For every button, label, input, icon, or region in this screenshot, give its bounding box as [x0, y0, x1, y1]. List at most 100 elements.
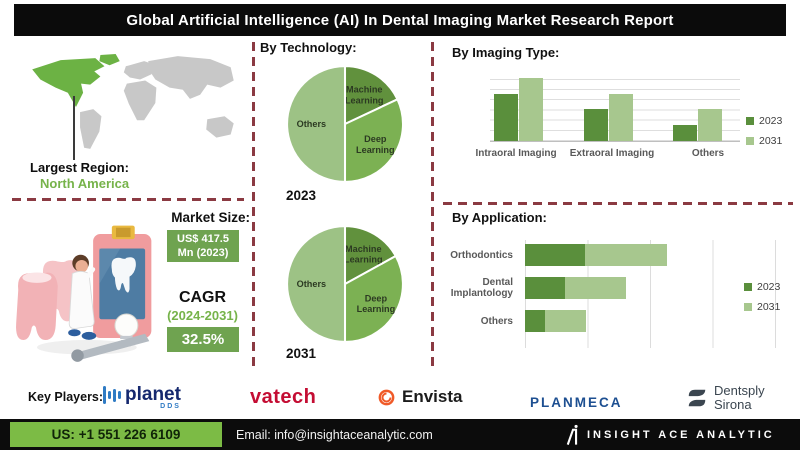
- legend-item-2031: 2031: [744, 301, 780, 313]
- pie-year-2031: 2031: [286, 346, 317, 361]
- imaging-category: Intraoral Imaging: [475, 148, 557, 159]
- market-size-line1: US$ 417.5: [177, 233, 229, 245]
- continent-africa: [123, 80, 157, 121]
- imaging-bar-2031: [519, 77, 543, 141]
- continent-europe: [123, 61, 154, 80]
- dentsply-line2: Sirona: [714, 397, 752, 412]
- legend-label: 2031: [757, 301, 781, 313]
- legend-label: 2023: [757, 281, 781, 293]
- application-bar-row: [525, 277, 667, 299]
- continent-australia: [206, 116, 234, 138]
- cagr-period: (2024-2031): [167, 308, 238, 323]
- imaging-bar-2031: [608, 93, 633, 141]
- imaging-bar-group: [673, 70, 722, 141]
- imaging-category: Others: [691, 148, 725, 159]
- imaging-category-labels: Intraoral Imaging Extraoral Imaging Othe…: [468, 148, 756, 159]
- application-category-labels: Orthodontics Dental Implantology Others: [425, 244, 513, 343]
- legend-swatch-2023: [744, 283, 752, 291]
- brand-name: INSIGHT ACE ANALYTIC: [587, 428, 775, 441]
- insight-ace-icon: [566, 424, 578, 445]
- largest-region-label: Largest Region:: [30, 160, 129, 175]
- market-size-line2: Mn (2023): [177, 247, 229, 259]
- planet-dds-sub: DDS: [160, 403, 181, 410]
- world-map: [32, 54, 234, 149]
- market-size-value: US$ 417.5 Mn (2023): [167, 230, 239, 262]
- technology-section-title: By Technology:: [260, 40, 357, 55]
- imaging-legend: 2023 2031: [746, 115, 782, 147]
- application-segment-2031: [565, 277, 626, 299]
- pie-slice-label: Machine Learning: [345, 85, 384, 106]
- application-segment-2031: [585, 244, 667, 266]
- dentist-illustration: [16, 225, 152, 362]
- pie-slice-machine-learning: [343, 65, 399, 126]
- legend-item-2031: 2031: [746, 135, 782, 147]
- legend-label: 2031: [759, 135, 783, 147]
- divider-vertical-right: [431, 42, 434, 368]
- pie-year-2023: 2023: [286, 188, 317, 203]
- dental-handpiece: [71, 333, 150, 362]
- report-title: Global Artificial Intelligence (AI) In D…: [14, 4, 786, 36]
- imaging-plot: [490, 70, 740, 142]
- application-bar-row: [525, 244, 667, 266]
- envista-name: Envista: [402, 387, 463, 406]
- imaging-category: Extraoral Imaging: [569, 148, 655, 159]
- key-players-label: Key Players:: [28, 390, 104, 404]
- pie-slice-label: Others: [297, 279, 326, 289]
- continent-asia: [148, 56, 234, 99]
- legend-item-2023: 2023: [744, 281, 780, 293]
- technology-pie-2031: Machine Learning Deep Learning Others: [284, 223, 406, 345]
- application-category: Others: [480, 315, 513, 327]
- imaging-bar-2023: [673, 125, 697, 141]
- logo-vatech: vatech: [250, 386, 317, 408]
- imaging-bar-2023: [494, 93, 518, 141]
- divider-horizontal-left: [12, 198, 244, 201]
- email-address: Email: info@insightaceanalytic.com: [236, 427, 433, 442]
- pie-slice-label: Machine Learning: [344, 244, 383, 265]
- continent-south-america: [80, 109, 102, 149]
- dentist-figure: [68, 254, 97, 340]
- planet-dds-name: planet: [125, 384, 181, 405]
- imaging-bar-group: [494, 70, 543, 141]
- legend-swatch-2031: [746, 137, 754, 145]
- market-size-label: Market Size:: [171, 210, 250, 225]
- technology-pie-2023: Machine Learning Deep Learning Others: [284, 63, 406, 185]
- dentsply-sirona-icon: [688, 389, 706, 407]
- pie-slice-machine-learning: [343, 225, 398, 286]
- application-section-title: By Application:: [452, 210, 547, 225]
- pie-slice-label: Deep Learning: [356, 134, 395, 155]
- cagr-label: CAGR: [178, 289, 227, 306]
- map-pointer-line: [73, 96, 75, 160]
- continent-north-america: [32, 58, 105, 108]
- legend-swatch-2031: [744, 303, 752, 311]
- application-segment-2023: [525, 310, 545, 332]
- planet-dds-icon: [103, 383, 121, 407]
- imaging-bar-2023: [583, 109, 608, 141]
- pie-slice-others: [286, 225, 347, 343]
- legend-label: 2023: [759, 115, 783, 127]
- pie-slice-label: Others: [297, 119, 326, 129]
- logo-planet-dds: planet DDS: [103, 383, 181, 410]
- application-segment-2023: [525, 277, 565, 299]
- pie-slice-deep-learning: [343, 254, 404, 343]
- logo-dentsply-sirona: Dentsply Sirona: [686, 384, 765, 412]
- legend-swatch-2023: [746, 117, 754, 125]
- greenland: [99, 54, 120, 66]
- logo-planmeca: PLANMECA: [530, 395, 623, 410]
- application-category: Orthodontics: [450, 249, 513, 261]
- legend-item-2023: 2023: [746, 115, 782, 127]
- phone-number: US: +1 551 226 6109: [10, 422, 222, 447]
- application-segment-2031: [545, 310, 586, 332]
- envista-icon: [378, 389, 395, 405]
- brand-logo: INSIGHT ACE ANALYTIC: [566, 419, 775, 450]
- pie-slice-deep-learning: [343, 97, 404, 183]
- application-legend: 2023 2031: [744, 281, 780, 313]
- tooth-models: [16, 260, 79, 341]
- application-segment-2023: [525, 244, 585, 266]
- imaging-bar-group: [583, 70, 633, 141]
- application-category: Dental Implantology: [450, 277, 513, 299]
- xray-tablet: [93, 225, 152, 338]
- pie-slice-label: Deep Learning: [357, 293, 396, 314]
- logo-envista: Envista: [377, 387, 462, 407]
- divider-horizontal-right: [443, 202, 793, 205]
- imaging-bar-2031: [698, 109, 722, 141]
